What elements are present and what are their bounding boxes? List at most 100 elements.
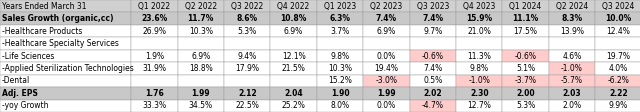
Bar bbox=[177, 37, 224, 50]
Bar bbox=[502, 25, 548, 37]
Bar bbox=[548, 100, 595, 112]
Bar bbox=[595, 0, 640, 12]
Text: -1.0%: -1.0% bbox=[561, 64, 583, 73]
Bar bbox=[410, 75, 456, 87]
Bar bbox=[177, 0, 224, 12]
Text: 10.0%: 10.0% bbox=[605, 14, 632, 23]
Bar bbox=[177, 100, 224, 112]
Bar bbox=[595, 62, 640, 75]
Text: 1.90: 1.90 bbox=[331, 89, 349, 98]
Bar bbox=[224, 37, 270, 50]
Bar bbox=[317, 75, 364, 87]
Text: 11.1%: 11.1% bbox=[513, 14, 539, 23]
Bar bbox=[364, 100, 410, 112]
Bar bbox=[502, 62, 548, 75]
Bar bbox=[595, 50, 640, 62]
Text: -5.7%: -5.7% bbox=[561, 76, 583, 85]
Text: 12.4%: 12.4% bbox=[607, 27, 630, 36]
Text: 0.0%: 0.0% bbox=[377, 52, 396, 60]
Bar bbox=[177, 87, 224, 100]
Text: Q1 2023: Q1 2023 bbox=[324, 2, 356, 11]
Text: Q3 2023: Q3 2023 bbox=[417, 2, 449, 11]
Text: 15.2%: 15.2% bbox=[328, 76, 352, 85]
Text: -Dental: -Dental bbox=[2, 76, 30, 85]
Bar bbox=[0, 75, 131, 87]
Text: 7.4%: 7.4% bbox=[422, 14, 444, 23]
Bar bbox=[270, 12, 317, 25]
Bar bbox=[548, 0, 595, 12]
Bar bbox=[456, 25, 502, 37]
Bar bbox=[548, 87, 595, 100]
Bar bbox=[270, 62, 317, 75]
Bar bbox=[502, 50, 548, 62]
Bar bbox=[364, 75, 410, 87]
Text: Q4 2023: Q4 2023 bbox=[463, 2, 495, 11]
Text: 6.3%: 6.3% bbox=[330, 14, 351, 23]
Text: Q3 2022: Q3 2022 bbox=[231, 2, 263, 11]
Bar bbox=[595, 25, 640, 37]
Text: 17.5%: 17.5% bbox=[513, 27, 538, 36]
Text: Years Ended March 31: Years Ended March 31 bbox=[2, 2, 86, 11]
Bar bbox=[502, 0, 548, 12]
Bar bbox=[131, 75, 177, 87]
Text: 9.4%: 9.4% bbox=[237, 52, 257, 60]
Text: 4.0%: 4.0% bbox=[609, 64, 628, 73]
Bar bbox=[410, 25, 456, 37]
Text: 1.9%: 1.9% bbox=[145, 52, 164, 60]
Text: 21.0%: 21.0% bbox=[467, 27, 491, 36]
Bar bbox=[131, 25, 177, 37]
Bar bbox=[595, 75, 640, 87]
Bar bbox=[0, 12, 131, 25]
Text: 2.30: 2.30 bbox=[470, 89, 488, 98]
Bar bbox=[270, 100, 317, 112]
Text: 8.3%: 8.3% bbox=[561, 14, 582, 23]
Bar bbox=[317, 0, 364, 12]
Text: 3.7%: 3.7% bbox=[330, 27, 349, 36]
Bar bbox=[131, 62, 177, 75]
Bar bbox=[364, 25, 410, 37]
Text: 12.1%: 12.1% bbox=[282, 52, 305, 60]
Bar bbox=[0, 100, 131, 112]
Text: 0.5%: 0.5% bbox=[423, 76, 442, 85]
Bar bbox=[456, 50, 502, 62]
Text: 15.9%: 15.9% bbox=[466, 14, 492, 23]
Bar bbox=[131, 50, 177, 62]
Bar bbox=[502, 87, 548, 100]
Bar bbox=[548, 50, 595, 62]
Bar bbox=[456, 62, 502, 75]
Text: 2.02: 2.02 bbox=[424, 89, 442, 98]
Text: Q4 2022: Q4 2022 bbox=[278, 2, 310, 11]
Text: 6.9%: 6.9% bbox=[377, 27, 396, 36]
Text: 11.3%: 11.3% bbox=[467, 52, 491, 60]
Bar bbox=[548, 37, 595, 50]
Text: 1.76: 1.76 bbox=[145, 89, 164, 98]
Text: Adj. EPS: Adj. EPS bbox=[2, 89, 38, 98]
Bar bbox=[548, 12, 595, 25]
Text: 23.6%: 23.6% bbox=[141, 14, 168, 23]
Text: 2.22: 2.22 bbox=[609, 89, 628, 98]
Bar bbox=[317, 25, 364, 37]
Bar bbox=[317, 87, 364, 100]
Bar bbox=[177, 25, 224, 37]
Bar bbox=[364, 37, 410, 50]
Bar bbox=[177, 50, 224, 62]
Bar bbox=[270, 87, 317, 100]
Text: 18.8%: 18.8% bbox=[189, 64, 212, 73]
Text: 2.12: 2.12 bbox=[238, 89, 257, 98]
Bar bbox=[270, 50, 317, 62]
Bar bbox=[410, 50, 456, 62]
Bar bbox=[595, 87, 640, 100]
Bar bbox=[364, 12, 410, 25]
Bar bbox=[502, 75, 548, 87]
Text: 1.99: 1.99 bbox=[191, 89, 210, 98]
Bar bbox=[224, 0, 270, 12]
Text: 6.9%: 6.9% bbox=[284, 27, 303, 36]
Bar bbox=[0, 87, 131, 100]
Text: 5.1%: 5.1% bbox=[516, 64, 535, 73]
Text: 7.4%: 7.4% bbox=[376, 14, 397, 23]
Bar bbox=[410, 100, 456, 112]
Text: 10.3%: 10.3% bbox=[328, 64, 352, 73]
Text: -Applied Sterilization Technologies: -Applied Sterilization Technologies bbox=[2, 64, 134, 73]
Bar bbox=[0, 50, 131, 62]
Bar bbox=[224, 50, 270, 62]
